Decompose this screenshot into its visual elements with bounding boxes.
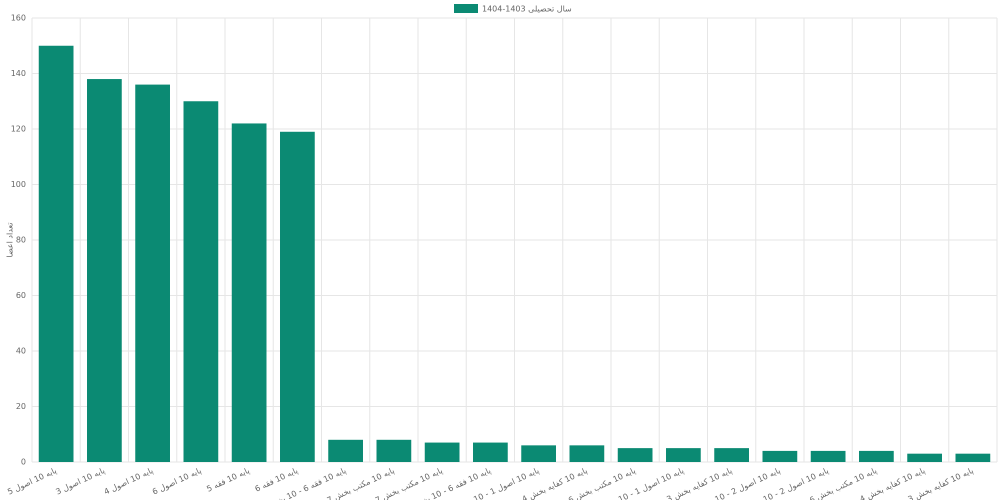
x-tick-label: پایه 10 اصول 5 (6, 466, 58, 497)
bar (617, 448, 653, 462)
bar (231, 123, 267, 462)
bar (762, 450, 798, 462)
y-tick-label: 120 (11, 125, 26, 134)
bar (955, 453, 991, 462)
bar (183, 101, 219, 462)
bar (424, 442, 460, 462)
y-tick-label: 60 (16, 291, 26, 300)
bar (135, 84, 170, 462)
bar (810, 450, 846, 462)
bar (87, 79, 122, 463)
bar (376, 439, 412, 462)
legend-label: سال تحصیلی 1403-1404 (482, 5, 572, 14)
bar (859, 450, 894, 462)
y-tick-label: 20 (16, 402, 26, 411)
bar (473, 442, 508, 462)
y-tick-label: 40 (16, 347, 26, 356)
bar (521, 445, 556, 462)
bar (38, 45, 74, 462)
legend-swatch (454, 4, 478, 13)
bar (328, 439, 363, 462)
x-tick-label: پایه 10 اصول 3 (54, 466, 106, 497)
bar (280, 131, 315, 462)
y-tick-label: 0 (21, 458, 26, 467)
x-tick-label: پایه 10 فقه 5 (205, 466, 251, 494)
bar (907, 453, 942, 462)
y-tick-label: 140 (11, 69, 26, 78)
bar (714, 448, 749, 462)
x-tick-label: پایه 10 اصول 4 (103, 466, 155, 497)
bar (666, 448, 701, 462)
y-tick-label: 80 (16, 236, 26, 245)
y-tick-label: 100 (11, 180, 26, 189)
y-axis-title: تعداد اعضا (6, 223, 15, 258)
y-tick-label: 160 (11, 14, 26, 23)
bar (569, 445, 605, 462)
x-tick-label: پایه 10 اصول 6 (151, 466, 203, 497)
